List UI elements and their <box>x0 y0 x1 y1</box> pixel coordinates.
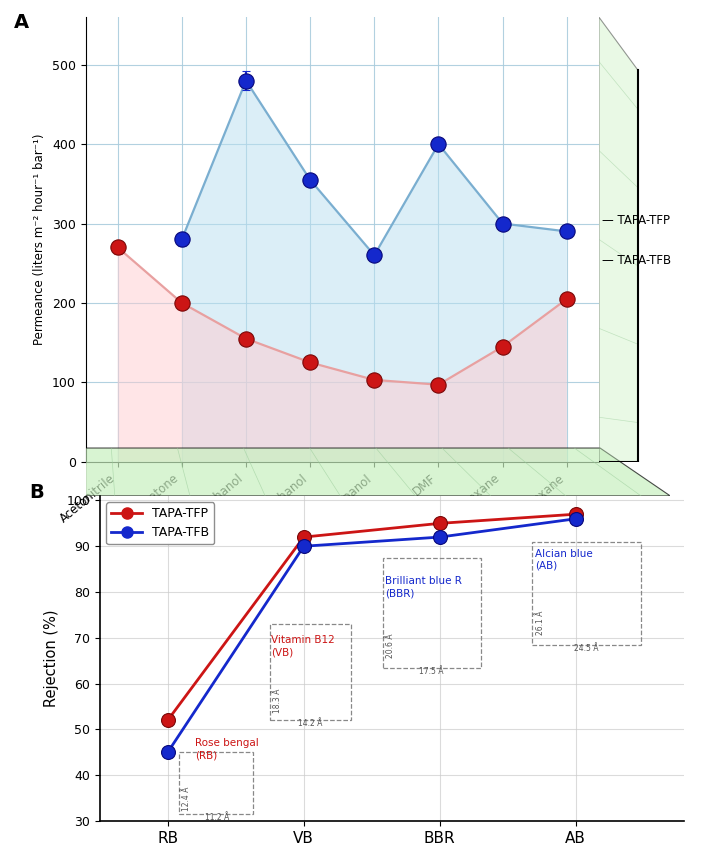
Text: 11.2 Å: 11.2 Å <box>205 813 229 822</box>
Text: 12.4 Å: 12.4 Å <box>182 787 191 811</box>
Legend: TAPA-TFP, TAPA-TFB: TAPA-TFP, TAPA-TFB <box>106 502 215 545</box>
Text: Rose bengal
(RB): Rose bengal (RB) <box>195 739 259 761</box>
Text: Vitamin B12
(VB): Vitamin B12 (VB) <box>271 635 335 657</box>
Text: Alcian blue
(AB): Alcian blue (AB) <box>535 549 593 571</box>
Text: 18.3 Å: 18.3 Å <box>273 689 282 713</box>
Text: — TAPA-TFB: — TAPA-TFB <box>602 254 672 268</box>
Text: B: B <box>30 483 44 502</box>
Polygon shape <box>599 17 638 462</box>
Y-axis label: Permeance (liters m⁻² hour⁻¹ bar⁻¹): Permeance (liters m⁻² hour⁻¹ bar⁻¹) <box>34 133 46 345</box>
Text: 17.5 Å: 17.5 Å <box>419 667 443 675</box>
Text: A: A <box>14 13 29 32</box>
Polygon shape <box>182 80 567 462</box>
Text: 14.2 Å: 14.2 Å <box>298 719 323 728</box>
Polygon shape <box>118 247 567 462</box>
Y-axis label: Rejection (%): Rejection (%) <box>44 610 59 707</box>
Text: — TAPA-TFP: — TAPA-TFP <box>602 214 670 227</box>
Text: Brilliant blue R
(BBR): Brilliant blue R (BBR) <box>385 576 462 598</box>
Text: 20.6 Å: 20.6 Å <box>386 634 395 658</box>
Text: 24.5 Å: 24.5 Å <box>575 644 599 652</box>
Text: 26.1 Å: 26.1 Å <box>535 611 545 635</box>
Polygon shape <box>86 448 670 496</box>
